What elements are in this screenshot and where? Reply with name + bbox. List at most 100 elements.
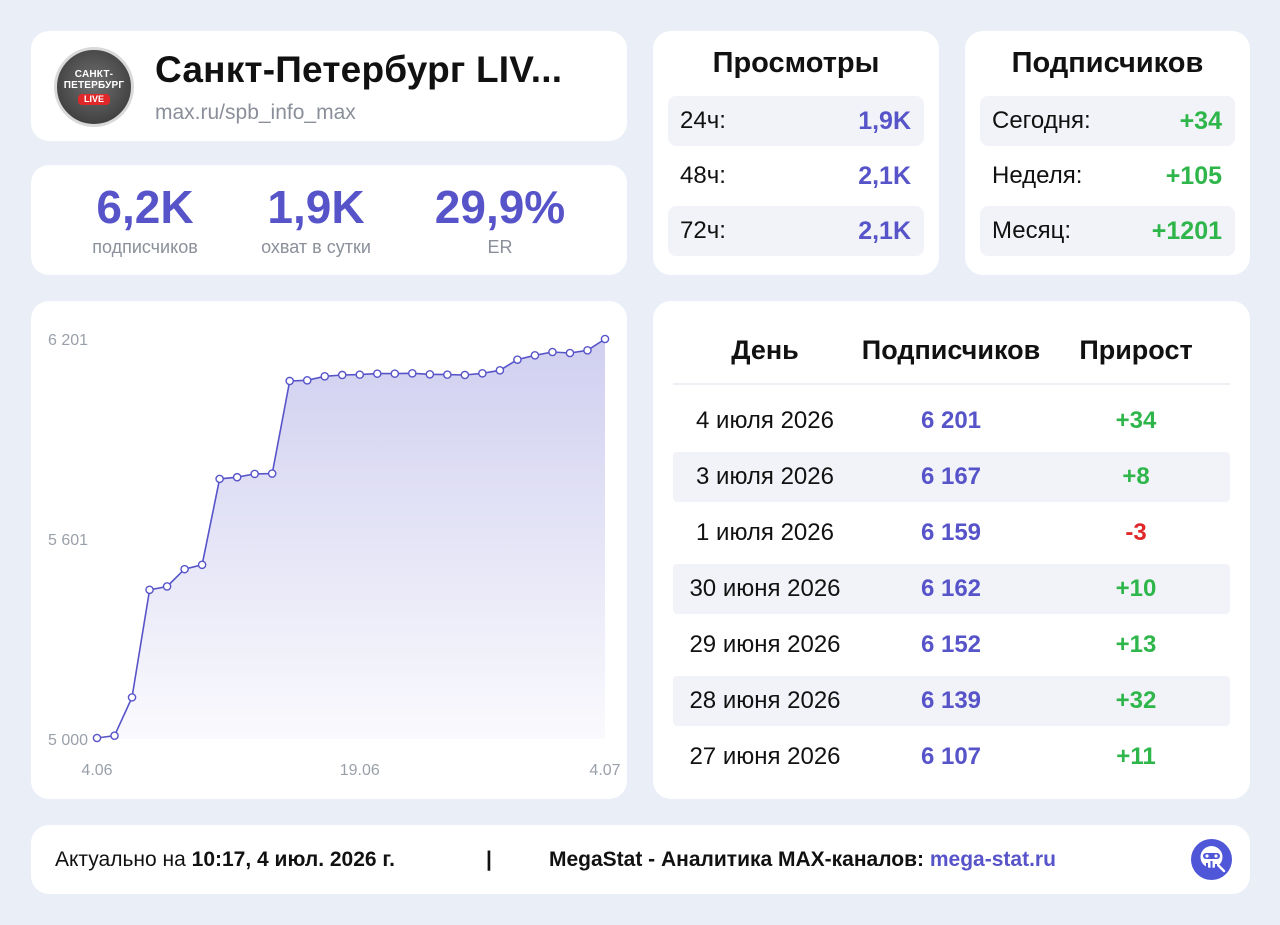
table-header-day: День (731, 335, 799, 365)
table-cell-subscribers: 6 107 (920, 743, 982, 770)
table-cell-subscribers: 6 139 (920, 687, 982, 714)
subscribers-title: Подписчиков (1011, 47, 1204, 79)
chart-x-tick-label: 4.07 (589, 762, 620, 779)
stat-er-value: 29,9% (434, 181, 566, 233)
footer-brand-link[interactable]: mega-stat.ru (929, 848, 1056, 871)
chart-data-point (302, 375, 312, 385)
table-cell-subscribers: 6 167 (920, 463, 982, 490)
stat-subscribers-value: 6,2K (96, 181, 194, 233)
table-cell-growth: +8 (1122, 463, 1150, 490)
views-row-value: 2,1K (858, 216, 911, 245)
table-cell-day: 29 июня 2026 (689, 631, 841, 658)
chart-data-point (232, 472, 242, 482)
stat-reach-value: 1,9K (267, 181, 365, 233)
subscribers-row-value: +34 (1179, 106, 1222, 135)
chart-data-point (495, 366, 505, 375)
chart-data-point (513, 355, 522, 364)
chart-data-point (408, 369, 417, 378)
views-row-label: 24ч: (680, 107, 726, 134)
subscribers-row-label: Неделя: (992, 162, 1083, 189)
summary-stats-card: 6,2K подписчиков 1,9K охват в сутки 29,9… (31, 165, 627, 275)
footer-separator: | (486, 848, 492, 871)
table-cell-subscribers: 6 152 (920, 631, 982, 658)
table-cell-growth: +11 (1116, 743, 1156, 770)
table-cell-growth: +13 (1115, 631, 1157, 658)
table-cell-growth: -3 (1125, 519, 1147, 546)
views-title: Просмотры (712, 47, 880, 79)
chart-data-point (443, 370, 452, 379)
chart-data-point (180, 564, 189, 574)
views-row-label: 72ч: (680, 217, 726, 244)
table-cell-day: 4 июля 2026 (696, 407, 834, 434)
stat-er-label: ER (487, 237, 513, 257)
subscribers-growth-card: Подписчиков Сегодня: +34 Неделя: +105 Ме… (965, 31, 1250, 275)
chart-data-point (583, 346, 592, 355)
chart-data-point (425, 370, 435, 379)
subscribers-area-chart: 6 201 5 601 5 000 4.06 19.06 4.07 (48, 332, 621, 779)
channel-url[interactable]: max.ru/spb_info_max (155, 101, 356, 124)
table-cell-subscribers: 6 201 (920, 407, 982, 434)
chart-data-point (548, 347, 557, 357)
table-cell-subscribers: 6 159 (920, 519, 982, 546)
subscribers-row-value: +1201 (1151, 216, 1222, 245)
chart-data-point (162, 582, 172, 591)
footer-updated-time: 10:17, 4 июл. 2026 г. (191, 848, 395, 871)
views-row-24h: 24ч: 1,9K (668, 96, 924, 146)
footer-brand: MegaStat - Аналитика MAX-каналов: mega-s… (549, 825, 1056, 894)
subscribers-row-label: Месяц: (992, 217, 1072, 244)
subscribers-row-month: Месяц: +1201 (980, 206, 1235, 256)
chart-data-point (565, 348, 575, 358)
stat-reach-label: охват в сутки (261, 237, 371, 257)
chart-data-point (390, 369, 400, 378)
chart-data-point (110, 731, 119, 740)
table-row: 3 июля 2026 6 167 +8 (673, 452, 1230, 502)
chart-data-point (600, 334, 610, 344)
footer-brand-text: MegaStat - Аналитика MAX-каналов: (549, 848, 925, 871)
chart-area-fill (97, 339, 605, 739)
subscribers-chart-card: 6 201 5 601 5 000 4.06 19.06 4.07 (31, 301, 627, 799)
channel-avatar: САНКТ- ПЕТЕРБУРГ LIVE (54, 47, 134, 127)
chart-data-point (267, 469, 277, 478)
channel-card: САНКТ- ПЕТЕРБУРГ LIVE Санкт-Петербург LI… (31, 31, 627, 141)
table-cell-day: 27 июня 2026 (689, 743, 841, 770)
subscribers-row-label: Сегодня: (992, 107, 1091, 134)
table-row: 27 июня 2026 6 107 +11 (673, 732, 1230, 782)
table-header-divider (673, 383, 1230, 385)
table-header-subscribers: Подписчиков (861, 335, 1041, 365)
chart-x-tick-label: 4.06 (81, 762, 112, 779)
table-cell-growth: +32 (1115, 687, 1157, 714)
chart-data-point (320, 372, 330, 381)
chart-data-point (460, 370, 470, 380)
chart-y-tick-label: 6 201 (48, 332, 88, 349)
table-row: 4 июля 2026 6 201 +34 (673, 396, 1230, 446)
table-cell-day: 3 июля 2026 (696, 463, 834, 490)
table-row: 1 июля 2026 6 159 -3 (673, 508, 1230, 558)
chart-data-point (250, 469, 259, 479)
chart-data-point (478, 369, 487, 378)
table-row: 30 июня 2026 6 162 +10 (673, 564, 1230, 614)
views-row-label: 48ч: (680, 162, 726, 189)
avatar-live-badge: LIVE (77, 94, 110, 105)
views-row-72h: 72ч: 2,1K (668, 206, 924, 256)
chart-y-tick-label: 5 000 (48, 732, 88, 749)
footer-updated: Актуально на 10:17, 4 июл. 2026 г. (55, 825, 395, 894)
chart-data-point (145, 585, 154, 595)
chart-y-tick-label: 5 601 (48, 532, 88, 549)
subscribers-row-today: Сегодня: +34 (980, 96, 1235, 146)
chart-data-point (127, 693, 137, 702)
subscribers-row-value: +105 (1165, 161, 1222, 190)
table-header-growth: Прирост (1079, 335, 1193, 365)
megastat-logo-icon[interactable] (1191, 839, 1232, 880)
daily-table-card: День Подписчиков Прирост 4 июля 2026 6 2… (653, 301, 1250, 799)
chart-data-point (285, 376, 294, 386)
table-cell-subscribers: 6 162 (920, 575, 982, 602)
stat-subscribers-label: подписчиков (92, 237, 198, 257)
chart-data-point (337, 370, 347, 380)
chart-data-point (92, 733, 102, 743)
views-row-value: 2,1K (858, 161, 911, 190)
views-row-value: 1,9K (858, 106, 911, 135)
avatar-text-line2: ПЕТЕРБУРГ (63, 80, 125, 91)
avatar-text-line1: САНКТ- (74, 69, 114, 80)
stat-subscribers: 6,2K подписчиков (75, 179, 215, 258)
footer-bar: Актуально на 10:17, 4 июл. 2026 г. | Meg… (31, 825, 1250, 894)
